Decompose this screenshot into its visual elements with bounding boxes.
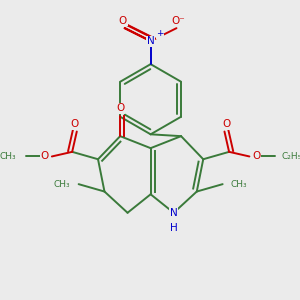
- Text: O: O: [119, 16, 127, 26]
- Text: O: O: [71, 119, 79, 129]
- Text: +: +: [156, 29, 164, 38]
- Text: O: O: [116, 103, 124, 113]
- Text: N: N: [170, 208, 178, 218]
- Text: O: O: [222, 119, 230, 129]
- Text: N: N: [147, 36, 154, 46]
- Text: CH₃: CH₃: [231, 180, 247, 189]
- Text: O: O: [253, 152, 261, 161]
- Text: H: H: [170, 224, 178, 233]
- Text: O: O: [40, 152, 49, 161]
- Text: CH₃: CH₃: [54, 180, 70, 189]
- Text: C₂H₅: C₂H₅: [282, 152, 300, 161]
- Text: O⁻: O⁻: [171, 16, 185, 26]
- Text: CH₃: CH₃: [0, 152, 16, 161]
